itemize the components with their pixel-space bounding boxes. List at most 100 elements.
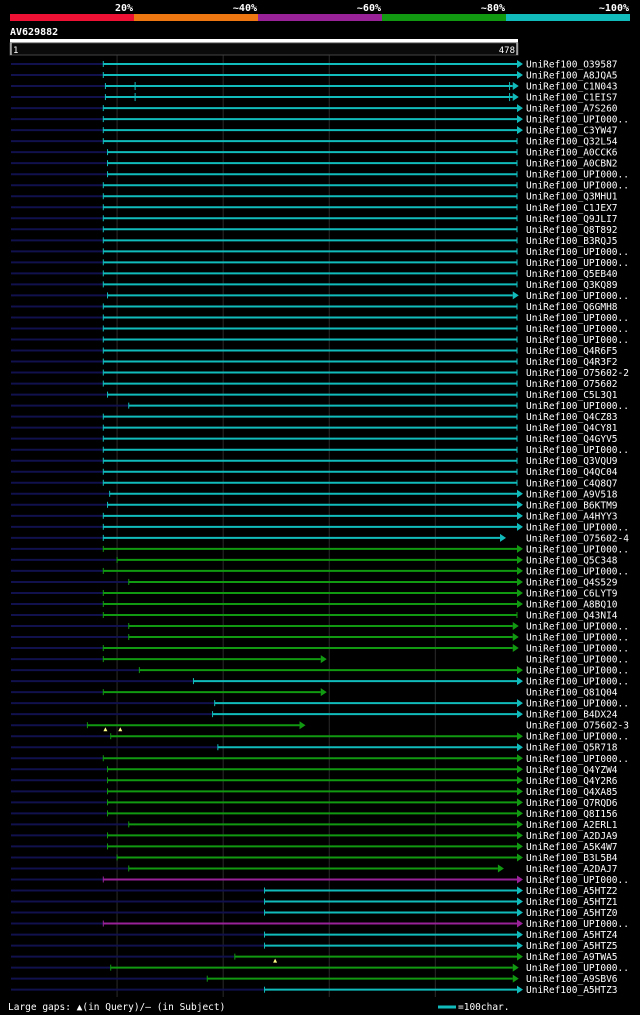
- hit-label[interactable]: UniRef100_C3YW47: [526, 126, 618, 137]
- hit-row[interactable]: UniRef100_C1N043: [11, 82, 618, 93]
- hit-row[interactable]: UniRef100_Q8T892: [11, 225, 618, 236]
- hit-row[interactable]: UniRef100_O75602-4: [11, 533, 629, 544]
- hit-label[interactable]: UniRef100_C5L3Q1: [526, 390, 618, 401]
- hit-row[interactable]: UniRef100_A7S260: [11, 104, 618, 115]
- hit-row[interactable]: UniRef100_UPI000..: [11, 754, 629, 765]
- hit-label[interactable]: UniRef100_A5HTZ2: [526, 886, 618, 897]
- hit-label[interactable]: UniRef100_C4Q8Q7: [526, 478, 618, 489]
- hit-row[interactable]: UniRef100_A2DJA9: [11, 831, 618, 842]
- hit-label[interactable]: UniRef100_Q4S529: [526, 577, 618, 588]
- hit-row[interactable]: UniRef100_O75602-2: [11, 368, 629, 379]
- hit-row[interactable]: UniRef100_UPI000..: [11, 677, 629, 688]
- hit-row[interactable]: UniRef100_UPI000..: [11, 644, 629, 655]
- hit-label[interactable]: UniRef100_UPI000..: [526, 247, 629, 258]
- hit-label[interactable]: UniRef100_A0CCK6: [526, 148, 618, 159]
- hit-label[interactable]: UniRef100_O75602-3: [526, 721, 629, 732]
- hit-row[interactable]: UniRef100_A4HYY3: [11, 511, 618, 522]
- hit-label[interactable]: UniRef100_B6KTM9: [526, 500, 618, 511]
- hit-row[interactable]: UniRef100_A5HTZ2: [11, 886, 618, 897]
- hit-row[interactable]: UniRef100_UPI000..: [11, 522, 629, 533]
- hit-row[interactable]: UniRef100_B6KTM9: [11, 500, 618, 511]
- hit-label[interactable]: UniRef100_B4DX24: [526, 710, 618, 721]
- hit-row[interactable]: UniRef100_O75602: [11, 379, 618, 390]
- hit-label[interactable]: UniRef100_A5HTZ1: [526, 897, 618, 908]
- hit-row[interactable]: UniRef100_C1EIS7: [11, 93, 618, 104]
- hit-label[interactable]: UniRef100_A9SBV6: [526, 974, 618, 985]
- hit-label[interactable]: UniRef100_UPI000..: [526, 699, 629, 710]
- hit-row[interactable]: UniRef100_A5HTZ1: [11, 897, 618, 908]
- hit-label[interactable]: UniRef100_UPI000..: [526, 754, 629, 765]
- hit-row[interactable]: UniRef100_Q4R6F5: [11, 346, 618, 357]
- hit-label[interactable]: UniRef100_A7S260: [526, 104, 618, 115]
- hit-label[interactable]: UniRef100_Q5C348: [526, 555, 618, 566]
- hit-label[interactable]: UniRef100_UPI000..: [526, 258, 629, 269]
- hit-row[interactable]: UniRef100_C3YW47: [11, 126, 618, 137]
- hit-row[interactable]: UniRef100_B3L5B4: [11, 853, 618, 864]
- hit-label[interactable]: UniRef100_C6LYT9: [526, 588, 618, 599]
- hit-row[interactable]: UniRef100_A0CBN2: [11, 159, 618, 170]
- hit-label[interactable]: UniRef100_Q43NI4: [526, 611, 618, 622]
- hit-row[interactable]: UniRef100_A2ERL1: [11, 820, 618, 831]
- hit-label[interactable]: UniRef100_A5K4W7: [526, 842, 618, 853]
- hit-label[interactable]: UniRef100_Q3MHU1: [526, 192, 618, 203]
- hit-label[interactable]: UniRef100_Q8T892: [526, 225, 618, 236]
- hit-row[interactable]: UniRef100_Q3KQ89: [11, 280, 618, 291]
- hit-row[interactable]: UniRef100_Q4CZ83: [11, 412, 618, 423]
- hit-label[interactable]: UniRef100_Q4XA85: [526, 787, 618, 798]
- hit-label[interactable]: UniRef100_UPI000..: [526, 445, 629, 456]
- hit-label[interactable]: UniRef100_C1N043: [526, 82, 618, 93]
- hit-label[interactable]: UniRef100_C1JEX7: [526, 203, 618, 214]
- hit-row[interactable]: UniRef100_Q81Q04: [11, 688, 618, 699]
- hit-label[interactable]: UniRef100_Q4GYV5: [526, 434, 618, 445]
- hit-row[interactable]: UniRef100_Q4S529: [11, 577, 618, 588]
- hit-row[interactable]: UniRef100_UPI000..: [11, 324, 629, 335]
- hit-label[interactable]: UniRef100_Q4R3F2: [526, 357, 618, 368]
- hit-label[interactable]: UniRef100_A9V518: [526, 489, 618, 500]
- hit-row[interactable]: UniRef100_A5HTZ3: [11, 985, 618, 996]
- hit-row[interactable]: UniRef100_A5K4W7: [11, 842, 618, 853]
- hit-label[interactable]: UniRef100_UPI000..: [526, 324, 629, 335]
- hit-label[interactable]: UniRef100_O75602-4: [526, 533, 629, 544]
- hit-label[interactable]: UniRef100_Q4CZ83: [526, 412, 618, 423]
- hit-row[interactable]: UniRef100_Q4YZW4: [11, 765, 618, 776]
- hit-row[interactable]: UniRef100_UPI000..: [11, 291, 629, 302]
- hit-label[interactable]: UniRef100_UPI000..: [526, 633, 629, 644]
- hit-row[interactable]: UniRef100_Q8I156: [11, 809, 618, 820]
- hit-row[interactable]: UniRef100_UPI000..: [11, 875, 629, 886]
- hit-label[interactable]: UniRef100_B3L5B4: [526, 853, 618, 864]
- hit-label[interactable]: UniRef100_Q5R718: [526, 743, 618, 754]
- hit-label[interactable]: UniRef100_O39587: [526, 60, 618, 71]
- hit-label[interactable]: UniRef100_UPI000..: [526, 655, 629, 666]
- hit-label[interactable]: UniRef100_O75602-2: [526, 368, 629, 379]
- hit-row[interactable]: UniRef100_UPI000..: [11, 732, 629, 743]
- hit-label[interactable]: UniRef100_Q7RQD6: [526, 798, 618, 809]
- hit-label[interactable]: UniRef100_UPI000..: [526, 313, 629, 324]
- hit-row[interactable]: UniRef100_Q4R3F2: [11, 357, 618, 368]
- hit-label[interactable]: UniRef100_UPI000..: [526, 522, 629, 533]
- hit-row[interactable]: UniRef100_UPI000..: [11, 544, 629, 555]
- hit-row[interactable]: UniRef100_Q43NI4: [11, 611, 618, 622]
- hit-row[interactable]: UniRef100_UPI000..: [11, 115, 629, 126]
- hit-label[interactable]: UniRef100_A5HTZ0: [526, 908, 618, 919]
- hit-label[interactable]: UniRef100_Q9JLI7: [526, 214, 618, 225]
- hit-row[interactable]: UniRef100_A2DAJ7: [11, 864, 618, 875]
- hit-row[interactable]: UniRef100_C6LYT9: [11, 588, 618, 599]
- hit-row[interactable]: UniRef100_Q4GYV5: [11, 434, 618, 445]
- hit-label[interactable]: UniRef100_C1EIS7: [526, 93, 618, 104]
- hit-row[interactable]: UniRef100_Q3MHU1: [11, 192, 618, 203]
- hit-row[interactable]: UniRef100_A9V518: [11, 489, 618, 500]
- hit-row[interactable]: UniRef100_Q6GMH8: [11, 302, 618, 313]
- hit-row[interactable]: UniRef100_A5HTZ5: [11, 941, 618, 952]
- hit-row[interactable]: UniRef100_A0CCK6: [11, 148, 618, 159]
- hit-row[interactable]: UniRef100_Q3VQU9: [11, 456, 618, 467]
- hit-row[interactable]: UniRef100_Q4XA85: [11, 787, 618, 798]
- hit-label[interactable]: UniRef100_Q4QC04: [526, 467, 618, 478]
- hit-label[interactable]: UniRef100_A2ERL1: [526, 820, 618, 831]
- hit-label[interactable]: UniRef100_Q8I156: [526, 809, 618, 820]
- hit-label[interactable]: UniRef100_A8BQ10: [526, 599, 618, 610]
- hit-label[interactable]: UniRef100_Q4Y2R6: [526, 776, 618, 787]
- hit-row[interactable]: UniRef100_A8JQA5: [11, 71, 618, 82]
- hit-label[interactable]: UniRef100_A2DAJ7: [526, 864, 618, 875]
- hit-label[interactable]: UniRef100_A5HTZ3: [526, 985, 618, 996]
- hit-label[interactable]: UniRef100_UPI000..: [526, 401, 629, 412]
